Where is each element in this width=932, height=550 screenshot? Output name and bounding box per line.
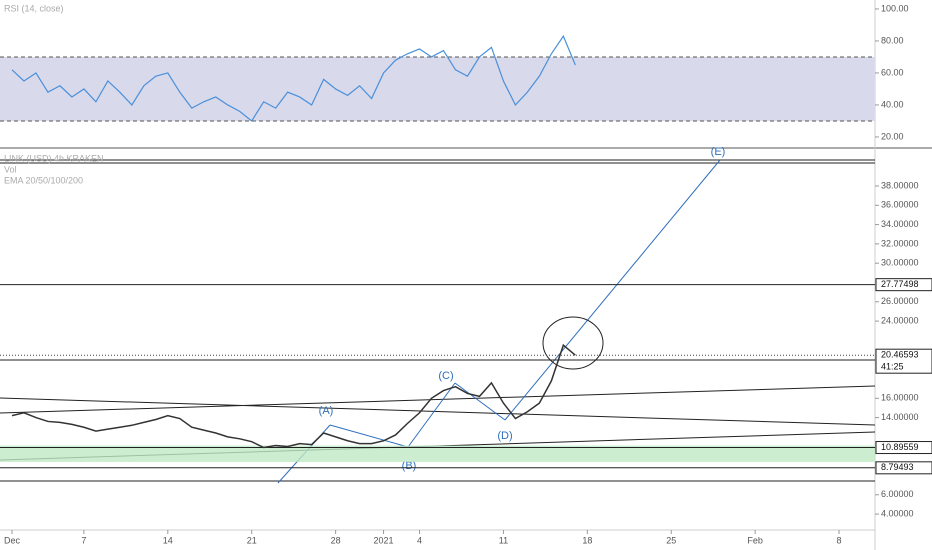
level-label: 10.89559: [881, 442, 919, 452]
wave-label: (D): [497, 430, 512, 442]
y-tick-label: 60.00: [881, 67, 904, 77]
y-tick-label: 20.00: [881, 131, 904, 141]
x-tick-label: Feb: [747, 535, 763, 545]
rsi-line: [11, 34, 576, 122]
y-tick-label: 80.00: [881, 35, 904, 45]
x-tick-label: 14: [163, 535, 173, 545]
x-tick-label: Dec: [4, 535, 21, 545]
rsi-band: [0, 56, 875, 121]
x-tick-label: 25: [666, 535, 676, 545]
rsi-title: RSI (14, close): [4, 3, 64, 13]
y-tick-label: 38.00000: [881, 180, 919, 190]
x-tick-label: 21: [247, 535, 257, 545]
y-tick-label: 16.00000: [881, 393, 919, 403]
x-tick-label: 7: [81, 535, 86, 545]
highlight-circle: [542, 316, 604, 370]
x-tick-label: 11: [499, 535, 508, 545]
y-tick-label: 36.00000: [881, 200, 919, 210]
last-price-box: [875, 348, 932, 374]
last-price-label: 20.46593: [881, 350, 919, 360]
y-tick-label: 30.00000: [881, 258, 919, 268]
level-label-box: [875, 461, 932, 475]
wave-label: (C): [438, 370, 453, 382]
level-label: 8.79493: [881, 462, 914, 472]
wave-line: [454, 382, 506, 421]
indicator-label: EMA 20/50/100/200: [4, 175, 83, 185]
x-tick-label: 2021: [374, 535, 394, 545]
chart-title: LINK (USD) 4h KRAKEN: [4, 153, 104, 163]
level-label: 27.77498: [881, 279, 919, 289]
y-tick-label: 14.00000: [881, 412, 919, 422]
wave-line: [504, 159, 721, 421]
trend-line: [0, 385, 876, 414]
x-tick-label: 28: [331, 535, 341, 545]
x-tick-label: 18: [582, 535, 592, 545]
indicator-label: Vol: [4, 164, 17, 174]
y-tick-label: 40.00: [881, 99, 904, 109]
support-zone: [0, 445, 875, 462]
x-tick-label: 8: [837, 535, 842, 545]
countdown-label: 41:25: [881, 362, 904, 372]
level-label-box: [875, 441, 932, 455]
wave-line: [329, 424, 409, 448]
wave-label: (A): [319, 405, 334, 417]
wave-label: (B): [402, 460, 417, 472]
y-tick-label: 6.00000: [881, 489, 914, 499]
price-line: [11, 343, 576, 449]
wave-line: [407, 382, 456, 448]
y-tick-label: 34.00000: [881, 219, 919, 229]
x-tick-label: 4: [417, 535, 422, 545]
trend-line: [0, 397, 876, 426]
wave-label: (E): [711, 146, 726, 158]
y-tick-label: 100.00: [881, 3, 909, 13]
y-tick-label: 26.00000: [881, 296, 919, 306]
level-label-box: [875, 278, 932, 292]
y-tick-label: 24.00000: [881, 315, 919, 325]
y-tick-label: 32.00000: [881, 238, 919, 248]
y-tick-label: 4.00000: [881, 508, 914, 518]
